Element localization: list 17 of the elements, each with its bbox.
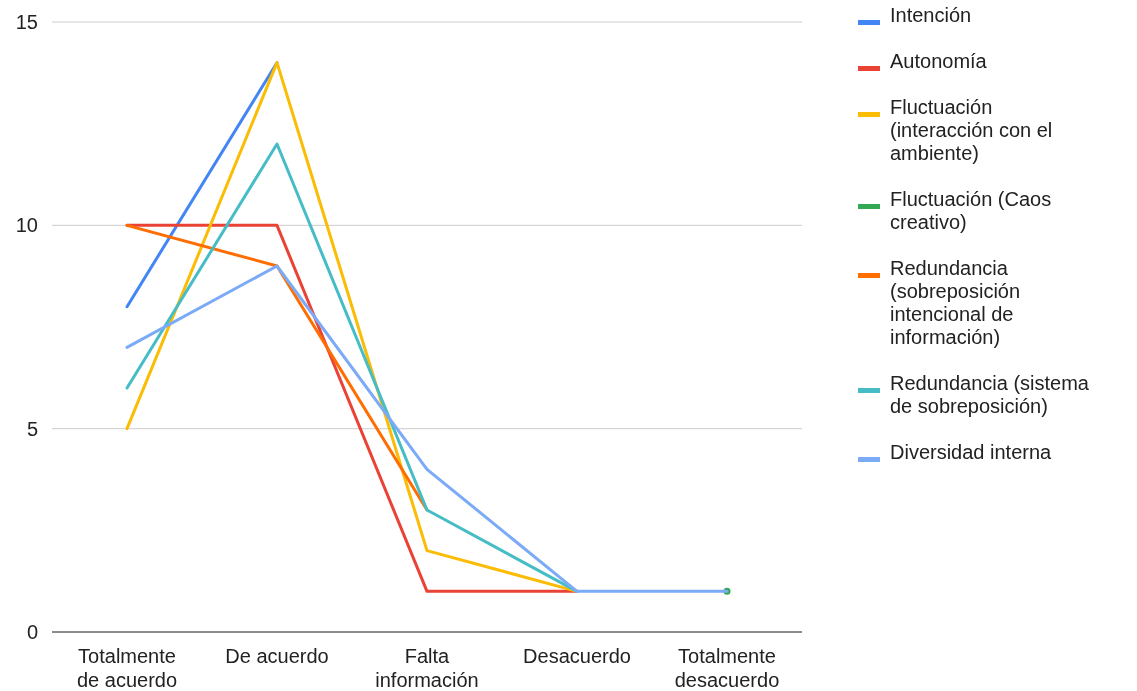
x-tick-label: Totalmente desacuerdo: [674, 645, 780, 691]
legend-label: Autonomía: [890, 50, 988, 72]
x-tick-label: Desacuerdo: [523, 645, 631, 667]
y-tick-label: 10: [15, 214, 38, 237]
y-tick-label: 5: [26, 417, 38, 440]
legend-label: Diversidad interna: [890, 441, 1053, 463]
y-tick-label: 15: [15, 11, 38, 33]
x-tick-label: De acuerdo: [225, 645, 329, 667]
x-tick-label: Falta información: [375, 645, 479, 691]
y-tick-label: 0: [26, 621, 38, 643]
legend-label: Redundancia (sobreposición intencional de información): [890, 257, 1021, 348]
legend-label: Redundancia (sistema de sobreposición): [890, 372, 1090, 417]
line-series: [125, 264, 729, 593]
legend-label: Fluctuación (Caos creativo): [890, 188, 1052, 233]
x-tick-label: Totalmente de acuerdo: [76, 645, 178, 691]
legend-label: Fluctuación (interacción con el ambiente): [890, 96, 1053, 164]
legend-label: Intención: [890, 4, 972, 26]
